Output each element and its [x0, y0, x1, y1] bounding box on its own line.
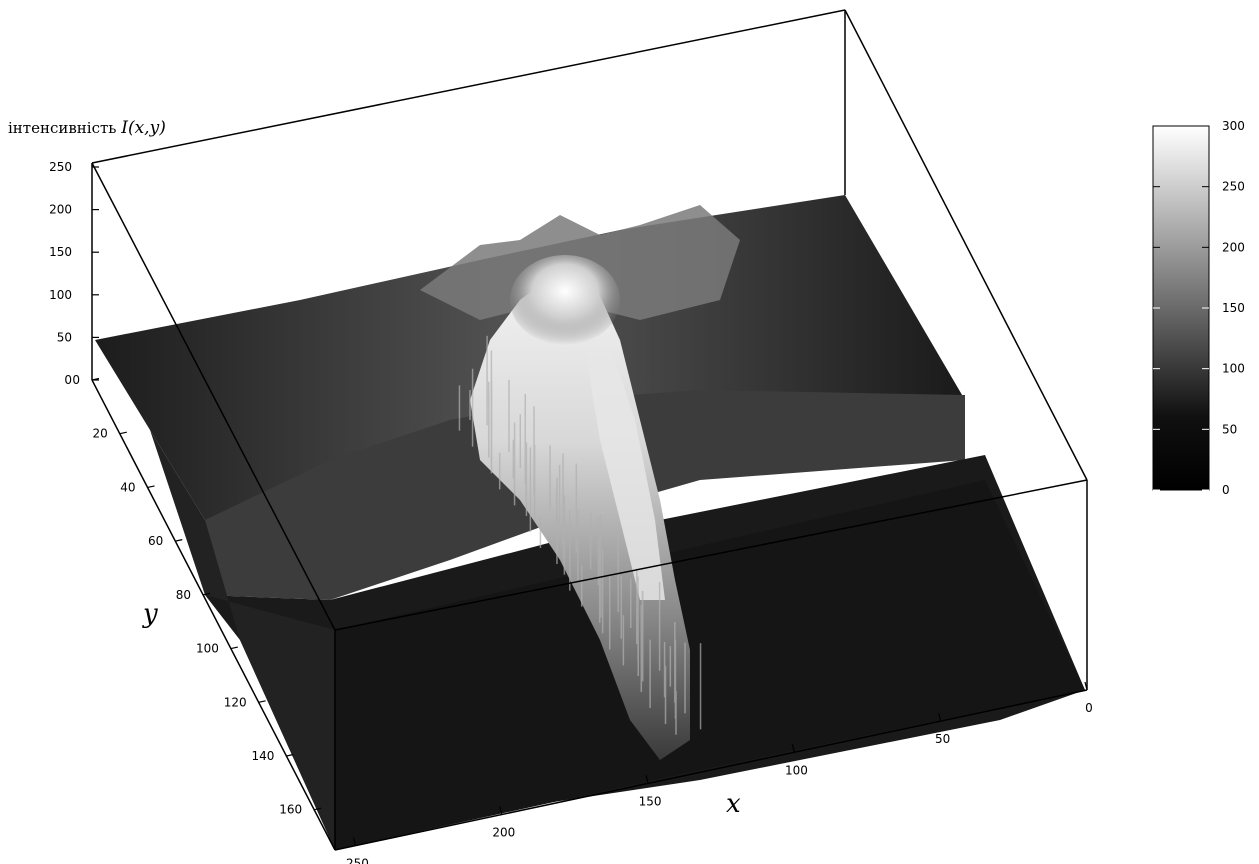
z-tick-label: 50 — [57, 330, 72, 344]
box-edge — [334, 689, 1088, 851]
colorbar-ticks: 0 50 100 150 200 250 300 — [1153, 119, 1245, 497]
x-tick-mark — [791, 744, 795, 753]
colorbar-tick-label: 200 — [1222, 240, 1245, 254]
y-tick-label: 140 — [251, 749, 274, 763]
plot-box — [91, 9, 1088, 851]
z-tick-label: 200 — [49, 203, 72, 217]
x-tick-label: 250 — [346, 857, 369, 864]
y-tick-mark — [175, 539, 183, 542]
intensity-surface — [95, 195, 1085, 850]
surface-front-face — [335, 480, 1085, 850]
colorbar: 0 50 100 150 200 250 300 — [1152, 119, 1245, 497]
x-tick-mark — [645, 775, 649, 784]
surface-secondary-ridge — [585, 345, 665, 600]
surface-main-ridge — [470, 270, 690, 760]
y-tick-mark — [314, 807, 322, 811]
colorbar-gradient — [1152, 125, 1210, 491]
x-tick-mark — [352, 837, 357, 846]
z-tick-label: 150 — [49, 245, 72, 259]
x-axis-title: x — [726, 789, 741, 819]
y-tick-mark — [286, 753, 294, 757]
colorbar-tick-label: 0 — [1222, 483, 1230, 497]
y-tick-label: 160 — [279, 803, 302, 817]
y-tick-label: 20 — [92, 427, 107, 441]
x-tick-mark — [1084, 681, 1088, 691]
y-tick-label: 100 — [196, 642, 219, 656]
y-axis: 0 20 40 60 80 100 120 140 160 — [72, 373, 322, 817]
x-tick-label: 100 — [785, 763, 808, 777]
y-tick-mark — [119, 431, 127, 435]
y-tick-mark — [147, 485, 155, 489]
box-edge — [334, 479, 1088, 631]
x-tick-mark — [499, 806, 503, 815]
colorbar-tick-label: 250 — [1222, 180, 1245, 194]
colorbar-tick-label: 50 — [1222, 422, 1237, 436]
x-tick-mark — [938, 712, 942, 722]
y-tick-mark — [230, 646, 238, 650]
z-tick-label: 0 — [64, 373, 72, 387]
box-edge — [91, 162, 336, 631]
z-axis: 0 50 100 150 200 250 — [49, 160, 99, 387]
colorbar-tick-label: 150 — [1222, 301, 1245, 315]
y-tick-label: 120 — [224, 695, 247, 709]
x-tick-label: 150 — [639, 794, 662, 808]
surface-left-face — [95, 340, 335, 850]
box-edge — [844, 9, 1088, 481]
x-tick-label: 200 — [492, 826, 515, 840]
y-tick-mark — [258, 700, 266, 703]
y-tick-label: 80 — [176, 588, 191, 602]
x-tick-label: 50 — [935, 732, 950, 746]
box-edge — [91, 379, 336, 851]
y-tick-label: 40 — [120, 480, 135, 494]
y-axis-title: y — [142, 599, 158, 629]
surface-peak — [510, 255, 620, 345]
z-tick-label: 250 — [49, 160, 72, 174]
colorbar-tick-label: 100 — [1222, 362, 1245, 376]
y-tick-mark — [91, 377, 100, 381]
y-tick-mark — [202, 592, 211, 596]
x-tick-label: 0 — [1085, 701, 1093, 715]
x-axis: 0 50 100 150 200 250 — [346, 681, 1093, 864]
z-tick-label: 100 — [49, 288, 72, 302]
colorbar-tick-label: 300 — [1222, 119, 1245, 133]
box-edge — [91, 9, 846, 164]
y-tick-label: 0 — [72, 373, 80, 387]
z-axis-label: інтенсивність I(x,y) — [8, 118, 166, 138]
ridge-spikes — [458, 335, 702, 735]
y-tick-label: 60 — [148, 534, 163, 548]
